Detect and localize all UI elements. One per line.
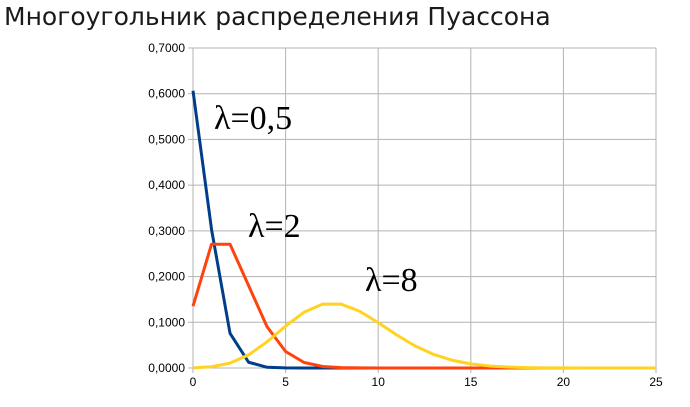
x-tick-label: 0 (190, 375, 197, 389)
x-tick-label: 20 (557, 375, 571, 389)
y-tick-label: 0,6000 (148, 87, 185, 101)
series-line-2 (192, 302, 656, 370)
x-tick-label: 15 (464, 375, 478, 389)
series-lines (191, 90, 656, 370)
lambda-annotation: λ=8 (365, 262, 418, 299)
y-tick-label: 0,2000 (148, 270, 185, 284)
tick-labels: 0,0000 0,1000 0,2000 0,3000 0,4000 0,5000 0,60… (148, 41, 663, 389)
x-tick-label: 10 (372, 375, 386, 389)
y-tick-label: 0,0000 (148, 361, 185, 375)
y-tick-label: 0,1000 (148, 315, 185, 329)
chart-title: Многоугольник распределения Пуассона (4, 2, 551, 31)
x-tick-label: 25 (649, 375, 663, 389)
lambda-annotation: λ=2 (248, 208, 301, 245)
x-tick-label: 5 (282, 375, 289, 389)
y-tick-label: 0,5000 (148, 132, 185, 146)
annotations: λ=0,5 λ=2 λ=8 (214, 100, 418, 299)
y-tick-label: 0,3000 (148, 224, 185, 238)
y-tick-label: 0,7000 (148, 41, 185, 55)
lambda-annotation: λ=0,5 (214, 100, 292, 137)
y-tick-label: 0,4000 (148, 178, 185, 192)
grid (188, 47, 657, 373)
